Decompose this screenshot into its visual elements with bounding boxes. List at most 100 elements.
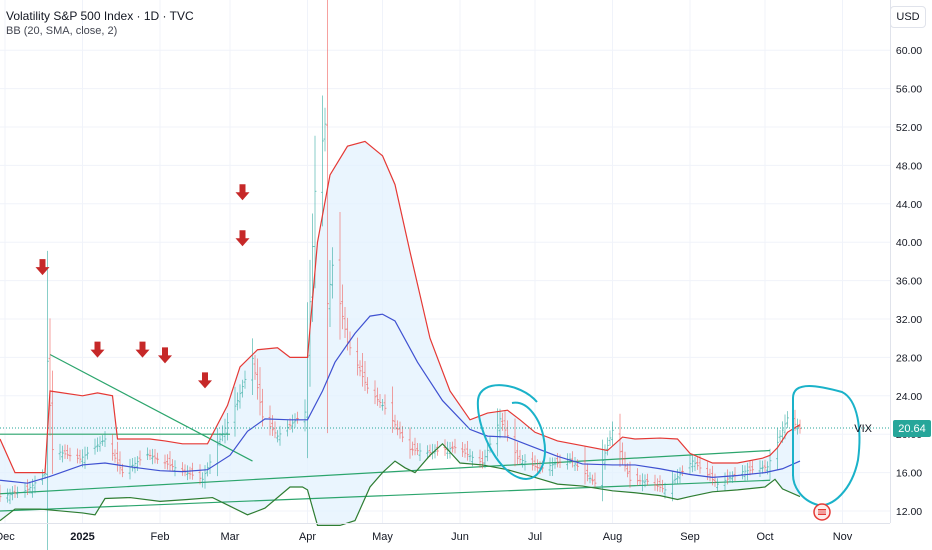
ohlc-bar [11, 486, 14, 501]
chart-legend: Volatility S&P 500 Index · 1D · TVC BB (… [6, 8, 194, 39]
ohlc-bar [46, 250, 49, 550]
ohlc-bar [51, 370, 54, 474]
ohlc-bar [66, 444, 69, 460]
time-tick-label: Oct [756, 531, 773, 543]
ohlc-bar [48, 318, 52, 436]
band-area [0, 141, 800, 526]
ohlc-bar [86, 446, 89, 460]
ohlc-bar [586, 463, 589, 482]
ohlc-bar [341, 284, 344, 330]
ohlc-bar [573, 456, 577, 472]
indicator-label[interactable]: BB (20, SMA, close, 2) [6, 25, 118, 37]
ohlc-bar [16, 486, 19, 499]
ohlc-bar [33, 475, 37, 494]
ohlc-bar [513, 418, 517, 467]
ohlc-bar [378, 393, 382, 409]
ohlc-bar [468, 448, 472, 462]
time-tick-label: Jul [528, 531, 542, 543]
price-tick-label: 16.00 [896, 468, 922, 480]
ohlc-bar [591, 474, 594, 485]
ohlc-bar [163, 454, 167, 470]
ohlc-bar [313, 135, 317, 289]
ohlc-bar [716, 478, 719, 492]
bb-lower-line [0, 442, 801, 527]
ohlc-bar [731, 471, 734, 483]
symbol-title[interactable]: Volatility S&P 500 Index · 1D · TVC [6, 9, 194, 23]
down-arrow-icon [135, 341, 150, 358]
ohlc-bar [188, 466, 192, 480]
ohlc-bar [243, 370, 247, 389]
ohlc-bar [763, 459, 767, 473]
ohlc-bar [113, 449, 117, 463]
ohlc-bar [638, 474, 642, 486]
trend-line [0, 449, 771, 495]
currency-button[interactable]: USD [890, 6, 926, 28]
ohlc-bar [593, 472, 597, 489]
last-price-marker: VIX 20.64 [854, 420, 931, 437]
ohlc-bar [13, 484, 17, 498]
ohlc-bar [286, 420, 289, 437]
time-tick-label: Nov [833, 531, 853, 543]
ohlc-bar [111, 434, 114, 461]
ohlc-bar [146, 447, 149, 461]
ohlc-bar [253, 354, 257, 380]
time-tick-label: Feb [151, 531, 170, 543]
ohlc-bar [536, 459, 539, 474]
ohlc-bar [328, 260, 332, 327]
price-tick-label: 12.00 [896, 506, 922, 518]
ohlc-bar [361, 352, 364, 387]
ohlc-bar [606, 437, 609, 456]
ohlc-bar [623, 451, 627, 472]
time-tick-label: 2025 [70, 531, 94, 543]
price-tick-label: 56.00 [896, 84, 922, 96]
ohlc-bar [366, 377, 369, 394]
ohlc-bar [96, 437, 99, 452]
ohlc-bar [81, 449, 84, 468]
ohlc-bar [258, 367, 262, 416]
ohlc-bar [153, 448, 157, 464]
ohlc-bar [268, 405, 272, 436]
ohlc-bar [173, 460, 177, 477]
ohlc-bar [168, 451, 172, 471]
time-axis[interactable]: Dec 2025 Feb Mar Apr May Jun Jul Aug Sep Oct Nov [0, 531, 853, 543]
ohlc-bar [698, 455, 702, 474]
ohlc-bar [61, 445, 64, 463]
ohlc-bar [381, 398, 384, 411]
price-axis[interactable]: 60.00 56.00 52.00 48.00 44.00 40.00 36.00 32.00… [896, 45, 922, 518]
ohlc-bar [411, 441, 414, 456]
price-tick-label: 36.00 [896, 276, 922, 288]
ohlc-bar [486, 444, 489, 462]
ohlc-bar [713, 473, 717, 487]
ohlc-bar [303, 399, 307, 432]
down-arrow-icon [235, 184, 250, 201]
ohlc-bar [356, 337, 359, 376]
time-tick-label: Sep [680, 531, 700, 543]
ohlc-bar [291, 414, 294, 433]
ohlc-bar [661, 479, 664, 493]
ohlc-bar [293, 413, 297, 428]
ohlc-bar [296, 411, 299, 424]
time-tick-label: Mar [221, 531, 240, 543]
ohlc-bar [41, 469, 44, 485]
ohlc-bar [236, 392, 239, 411]
ohlc-bar [641, 473, 644, 492]
ohlc-bar [531, 451, 534, 471]
ohlc-bar [23, 482, 27, 498]
ohlc-bar [323, 107, 327, 152]
ohlc-bar [608, 430, 612, 447]
ohlc-bar [688, 455, 692, 474]
annotations [35, 184, 861, 521]
ohlc-bar [693, 456, 697, 472]
ohlc-bar [0, 484, 2, 502]
ohlc-bar [603, 444, 607, 470]
price-tick-label: 24.00 [896, 391, 922, 403]
ohlc-bar [251, 338, 254, 396]
ohlc-bar [751, 460, 754, 475]
price-tick-label: 40.00 [896, 237, 922, 249]
trend-line [49, 353, 253, 462]
ohlc-bar [238, 384, 242, 409]
ohlc-bar [496, 408, 499, 457]
price-tick-label: 48.00 [896, 160, 922, 172]
ohlc-bar [78, 449, 82, 464]
